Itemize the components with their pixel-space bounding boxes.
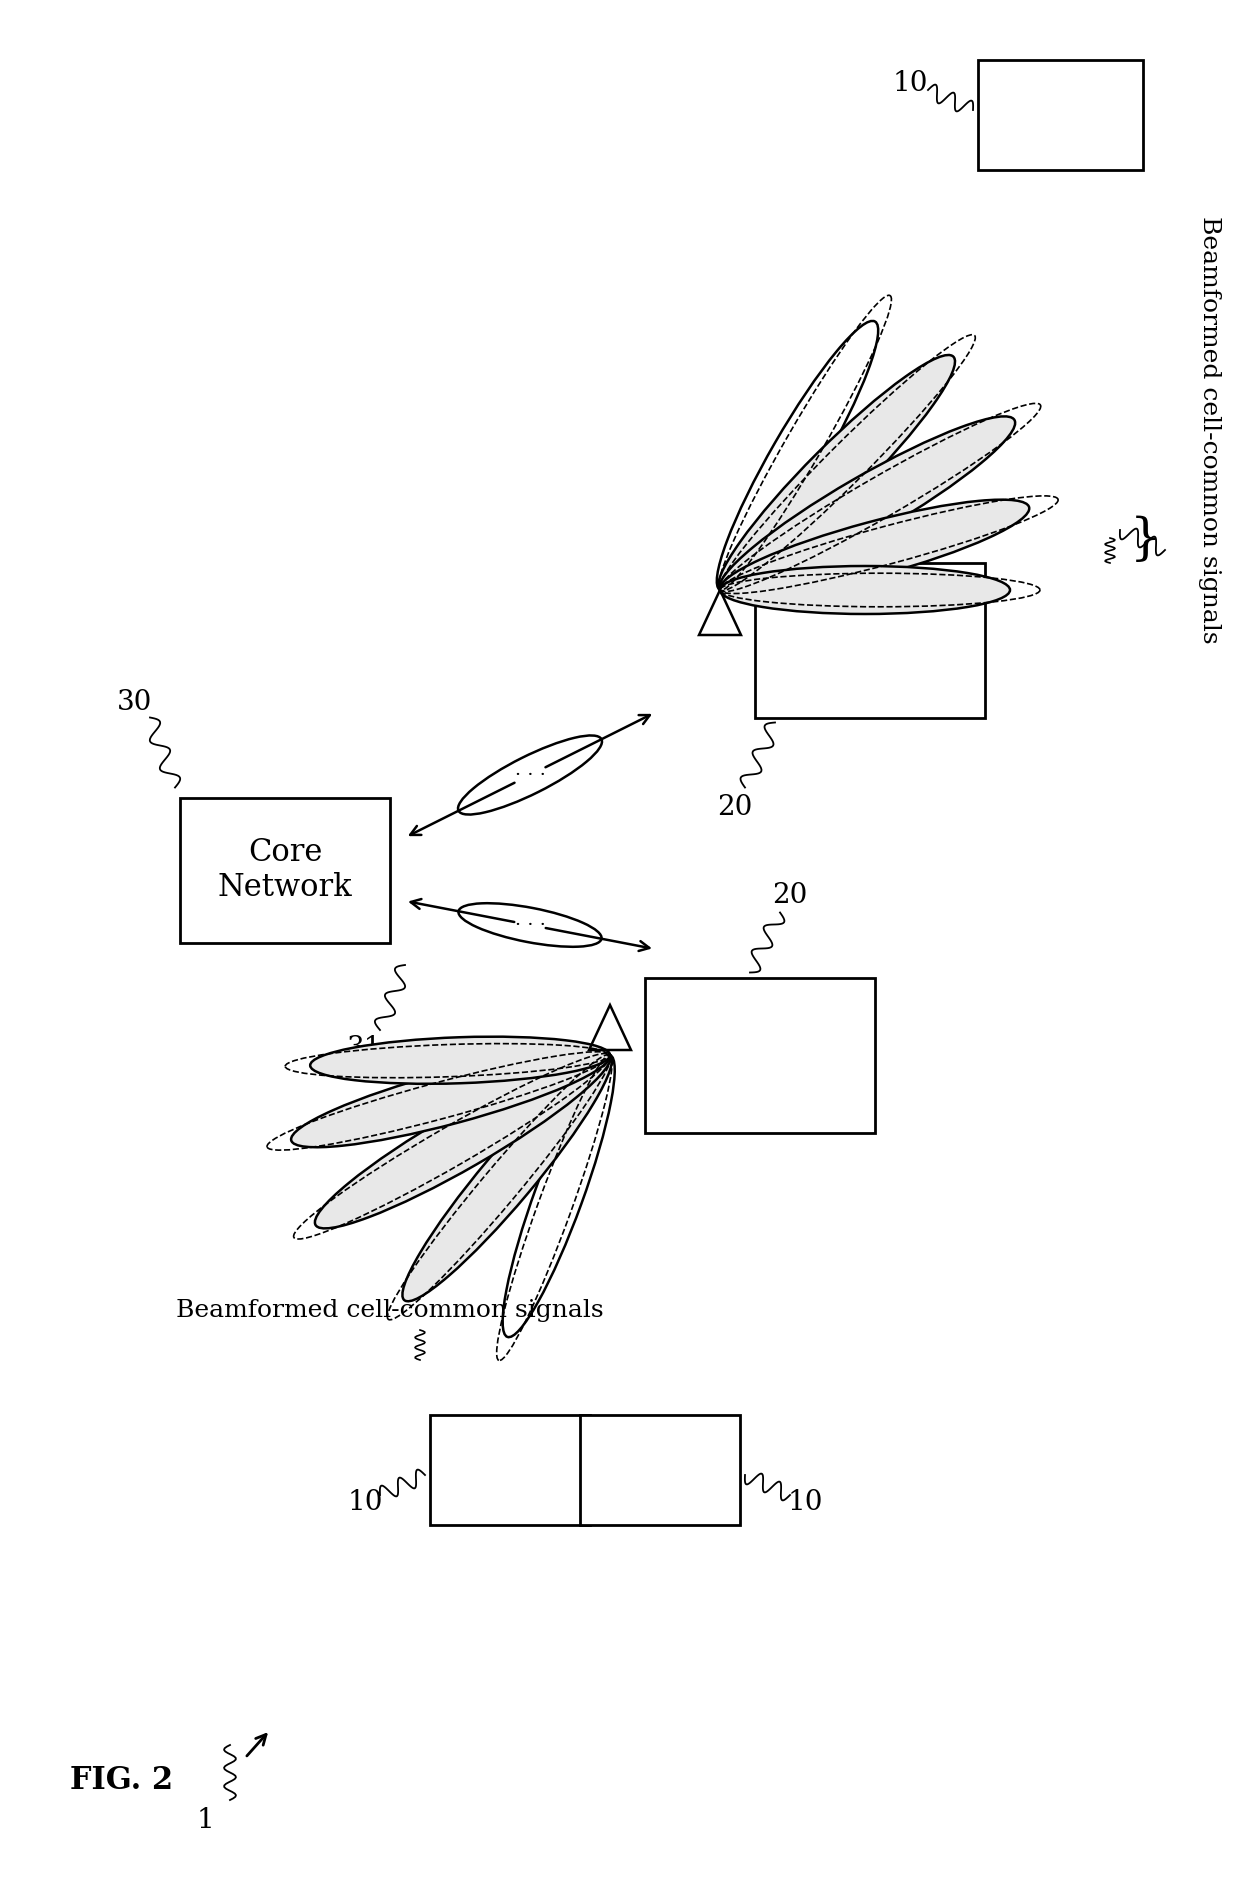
Ellipse shape [310,1037,610,1084]
Text: 31: 31 [347,1035,383,1061]
Ellipse shape [718,354,955,592]
Text: 10: 10 [347,1489,383,1516]
Bar [645,978,875,1133]
Ellipse shape [719,417,1016,594]
Ellipse shape [315,1052,610,1229]
Text: 10: 10 [787,1489,823,1516]
Text: · · ·: · · · [515,765,546,784]
Ellipse shape [720,566,1011,615]
Bar [977,60,1142,170]
Text: 10: 10 [893,70,928,96]
Text: 1: 1 [196,1806,213,1834]
Text: · · ·: · · · [515,916,546,933]
Bar [755,562,985,718]
Text: Beamformed cell-common signals: Beamformed cell-common signals [1199,217,1221,645]
Text: }: } [1130,515,1162,566]
Text: Core
Network: Core Network [218,837,352,903]
Text: 20: 20 [773,882,807,909]
Text: 30: 30 [118,690,153,716]
Text: Beamformed cell-common signals: Beamformed cell-common signals [176,1299,604,1321]
Ellipse shape [403,1054,611,1301]
Ellipse shape [291,1048,610,1148]
Text: FIG. 2: FIG. 2 [69,1764,174,1796]
Text: 20: 20 [717,794,753,822]
Bar [580,1416,740,1525]
Ellipse shape [720,500,1029,598]
Bar [180,797,391,942]
Bar [430,1416,590,1525]
